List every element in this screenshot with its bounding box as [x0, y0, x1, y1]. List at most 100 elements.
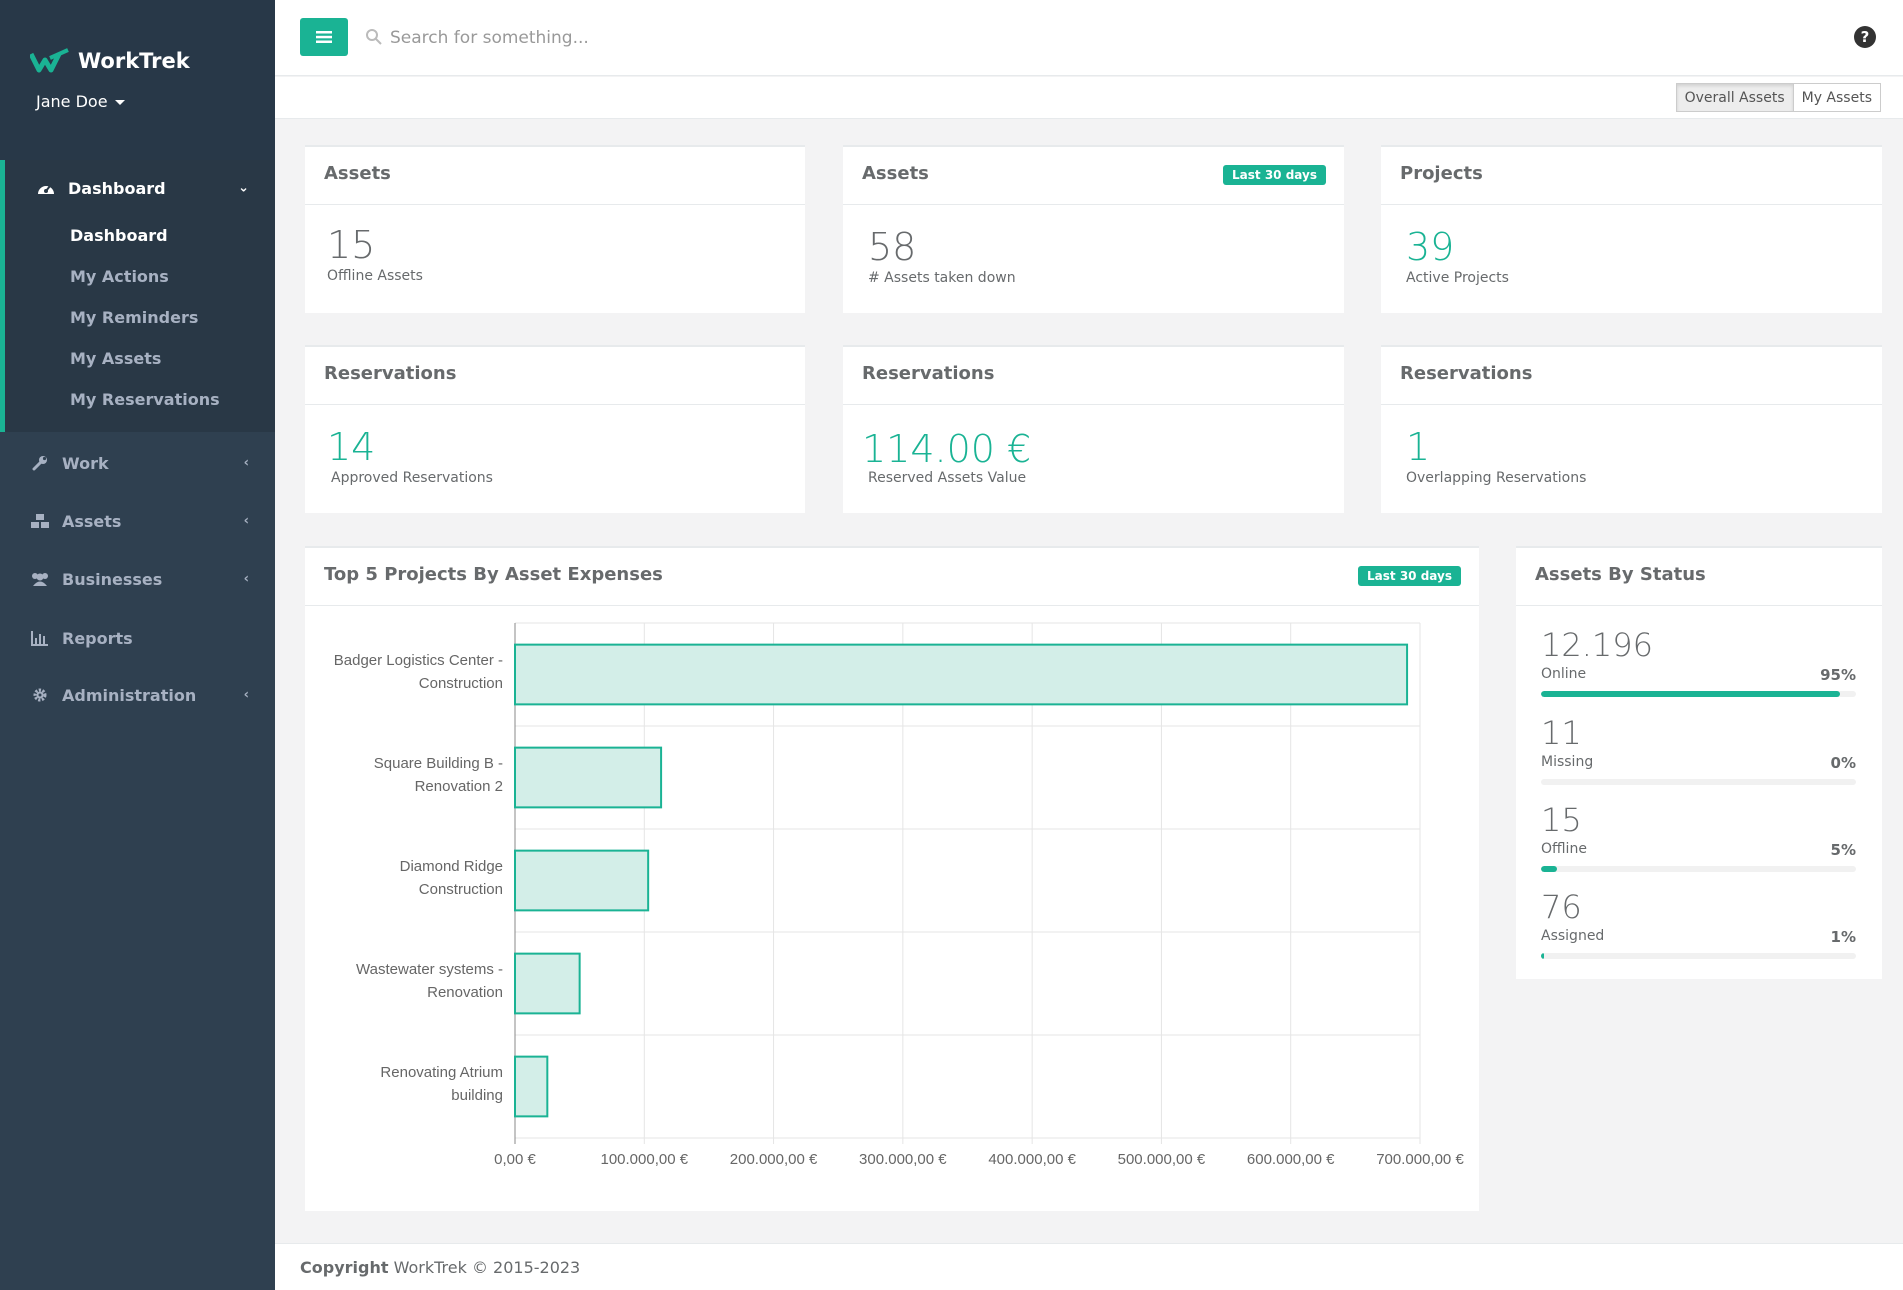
users-icon	[30, 569, 50, 589]
status-percent: 5%	[1830, 841, 1856, 859]
stat-value: 14	[327, 425, 376, 469]
logo[interactable]: WorkTrek	[30, 48, 275, 74]
stat-label: Active Projects	[1406, 270, 1509, 286]
period-badge: Last 30 days	[1358, 566, 1461, 586]
status-offline: 15 Offline 5%	[1541, 801, 1856, 872]
bar-chart-icon	[30, 628, 50, 648]
offline-assets-card: Assets 15 Offline Assets	[305, 145, 805, 313]
category-label: Renovating Atrium	[380, 1064, 503, 1081]
top-projects-chart-panel: Top 5 Projects By Asset Expenses Last 30…	[305, 546, 1479, 1211]
x-tick-label: 0,00 €	[494, 1151, 536, 1168]
sidebar-item-dashboard[interactable]: Dashboard ⌄	[0, 175, 275, 201]
sidebar-item-administration[interactable]: Administration ‹	[0, 682, 275, 708]
sidebar-item-businesses[interactable]: Businesses ‹	[0, 566, 275, 592]
approved-reservations-card: Reservations 14 Approved Reservations	[305, 345, 805, 513]
copyright-text: WorkTrek © 2015-2023	[393, 1258, 581, 1277]
cubes-icon	[30, 511, 50, 531]
category-label: Renovation 2	[415, 778, 503, 795]
bar	[514, 952, 581, 1015]
dashboard-icon	[36, 178, 56, 198]
user-menu[interactable]: Jane Doe	[36, 92, 275, 111]
nav-active-group	[0, 160, 275, 432]
card-title: Reservations	[843, 347, 1344, 405]
stat-value: 39	[1406, 225, 1455, 269]
sidebar-subitem-my-reminders[interactable]: My Reminders	[70, 308, 199, 327]
progress-fill	[1541, 866, 1557, 872]
category-label: Square Building B -	[374, 755, 503, 772]
card-title: Projects	[1381, 147, 1882, 205]
sidebar-item-label: Assets	[62, 511, 122, 531]
stat-value: 114.00 €	[862, 427, 1032, 471]
status-online: 12.196 Online 95%	[1541, 626, 1856, 697]
status-progress-bar	[1541, 953, 1856, 959]
x-tick-label: 500.000,00 €	[1118, 1151, 1206, 1168]
x-tick-label: 300.000,00 €	[859, 1151, 947, 1168]
sidebar-item-reports[interactable]: Reports	[0, 625, 275, 651]
sidebar-subitem-dashboard[interactable]: Dashboard	[70, 226, 168, 245]
sidebar-item-assets[interactable]: Assets ‹	[0, 508, 275, 534]
sidebar-subitem-my-actions[interactable]: My Actions	[70, 267, 169, 286]
search-icon	[366, 29, 382, 45]
copyright-label: Copyright	[300, 1258, 389, 1277]
status-progress-bar	[1541, 779, 1856, 785]
status-value: 11	[1541, 714, 1582, 752]
help-icon[interactable]: ?	[1854, 26, 1876, 48]
bar	[514, 643, 1409, 706]
menu-toggle-button[interactable]	[300, 18, 348, 56]
chevron-left-icon: ‹	[243, 687, 249, 703]
x-tick-label: 400.000,00 €	[988, 1151, 1076, 1168]
logo-text: WorkTrek	[78, 49, 190, 73]
my-assets-button[interactable]: My Assets	[1793, 83, 1881, 112]
status-percent: 95%	[1820, 666, 1856, 684]
x-tick-label: 200.000,00 €	[730, 1151, 818, 1168]
overall-assets-button[interactable]: Overall Assets	[1675, 83, 1794, 112]
status-missing: 11 Missing 0%	[1541, 714, 1856, 785]
chevron-left-icon: ‹	[243, 571, 249, 587]
status-label: Missing	[1541, 754, 1594, 770]
category-label: building	[451, 1087, 503, 1104]
category-label: Construction	[419, 881, 503, 898]
status-label: Online	[1541, 666, 1587, 682]
x-tick-label: 700.000,00 €	[1376, 1151, 1464, 1168]
sidebar-header: WorkTrek Jane Doe	[0, 0, 275, 160]
bar	[514, 746, 663, 809]
sidebar-item-label: Work	[62, 453, 109, 473]
card-title: Reservations	[305, 347, 805, 405]
chevron-left-icon: ‹	[243, 455, 249, 471]
progress-fill	[1541, 691, 1841, 697]
status-value: 12.196	[1541, 626, 1653, 664]
status-label: Assigned	[1541, 928, 1605, 944]
overlapping-reservations-card: Reservations 1 Overlapping Reservations	[1381, 345, 1882, 513]
search-input[interactable]	[390, 22, 990, 54]
sidebar: WorkTrek Jane Doe Dashboard ⌄ Dashboard …	[0, 0, 275, 1290]
sidebar-subitem-my-assets[interactable]: My Assets	[70, 349, 162, 368]
status-value: 76	[1541, 888, 1582, 926]
bar-chart: 0,00 € 100.000,00 € 200.000,00 € 300.000,00…	[334, 622, 1464, 1168]
status-assigned: 76 Assigned 1%	[1541, 888, 1856, 959]
assets-taken-down-card: Assets Last 30 days 58 # Assets taken do…	[843, 145, 1344, 313]
sidebar-item-label: Businesses	[62, 569, 163, 589]
top-navbar: ?	[275, 0, 1903, 76]
category-label: Wastewater systems -	[356, 961, 503, 978]
chevron-left-icon: ‹	[243, 513, 249, 529]
status-progress-bar	[1541, 691, 1856, 697]
user-name: Jane Doe	[36, 92, 108, 111]
sidebar-item-label: Reports	[62, 628, 133, 648]
card-title-text: Assets	[862, 163, 929, 184]
sidebar-subitem-my-reservations[interactable]: My Reservations	[70, 390, 220, 409]
bar	[514, 1055, 549, 1118]
status-label: Offline	[1541, 841, 1587, 857]
status-percent: 1%	[1830, 928, 1856, 946]
stat-label: Reserved Assets Value	[868, 470, 1027, 486]
category-label: Badger Logistics Center -	[334, 652, 503, 669]
bar	[514, 849, 650, 912]
sidebar-item-label: Administration	[62, 685, 197, 705]
category-label: Renovation	[427, 984, 503, 1001]
stat-label: # Assets taken down	[868, 270, 1016, 286]
hamburger-icon	[316, 31, 332, 43]
period-badge: Last 30 days	[1223, 165, 1326, 185]
asset-scope-bar: Overall Assets My Assets	[275, 77, 1903, 119]
worktrek-logo-icon	[30, 48, 69, 73]
asset-scope-toggle: Overall Assets My Assets	[1675, 83, 1881, 112]
sidebar-item-work[interactable]: Work ‹	[0, 450, 275, 476]
